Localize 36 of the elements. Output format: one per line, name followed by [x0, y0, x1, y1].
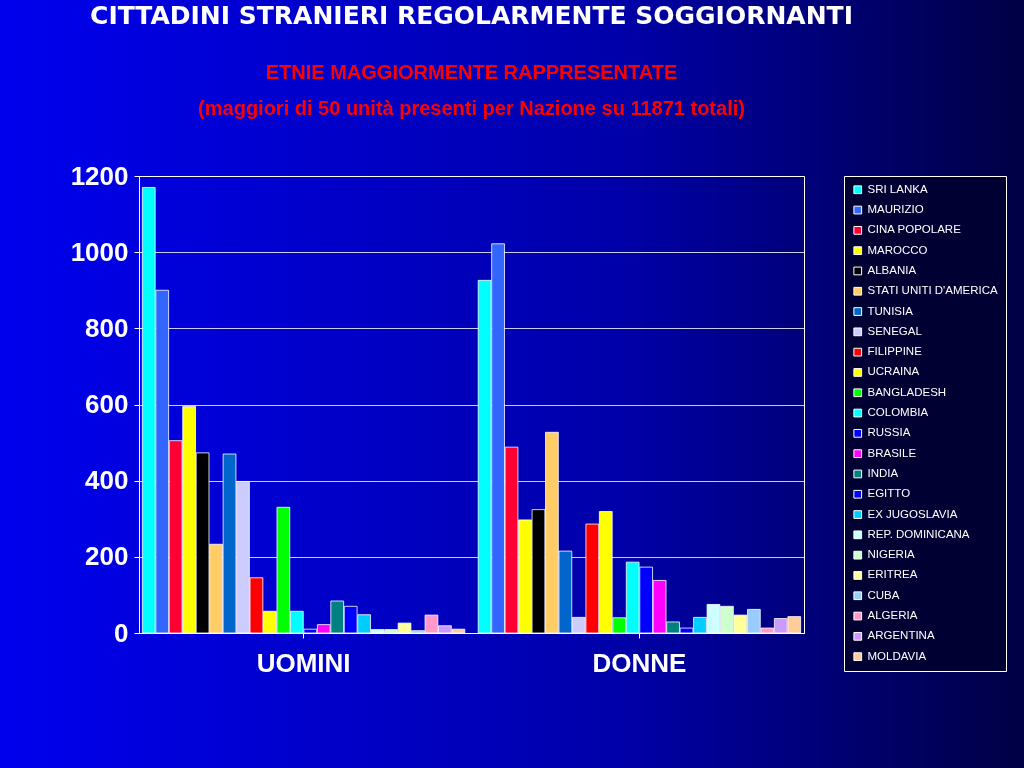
legend-label: BANGLADESH	[867, 385, 947, 398]
y-tick-label: 1000	[70, 236, 129, 267]
legend-label: SENEGAL	[867, 324, 923, 337]
legend-label: EGITTO	[867, 487, 911, 500]
y-tick-label: 600	[85, 389, 129, 419]
legend-label: MAROCCO	[867, 243, 928, 256]
legend-label: CUBA	[867, 588, 900, 601]
legend-label: NIGERIA	[867, 548, 916, 561]
chart-title: CITTADINI STRANIERI REGOLARMENTE SOGGIORNANTI	[90, 1, 853, 30]
chart-subtitle: ETNIE MAGGIORMENTE RAPPRESENTATE	[265, 61, 678, 83]
legend-label: ARGENTINA	[867, 629, 935, 642]
x-tick-label: UOMINI	[256, 647, 351, 678]
y-tick-label: 0	[114, 617, 129, 648]
legend-label: SRI LANKA	[867, 182, 928, 195]
legend-label: FILIPPINE	[867, 345, 923, 358]
legend-label: BRASILE	[867, 446, 917, 459]
y-tick-label: 400	[85, 465, 129, 496]
legend-label: MAURIZIO	[867, 203, 924, 216]
legend-label: UCRAINA	[867, 365, 920, 378]
legend-label: MOLDAVIA	[867, 649, 927, 662]
y-tick-label: 1200	[70, 160, 129, 191]
legend-label: STATI UNITI D'AMERICA	[867, 284, 999, 297]
legend-label: COLOMBIA	[867, 406, 929, 419]
legend-label: REP. DOMINICANA	[867, 527, 970, 540]
legend-label: TUNISIA	[867, 304, 914, 317]
legend-label: EX JUGOSLAVIA	[867, 507, 958, 520]
x-tick-label: DONNE	[592, 647, 687, 678]
legend-label: CINA POPOLARE	[867, 223, 962, 236]
legend-label: RUSSIA	[867, 426, 911, 439]
legend-label: INDIA	[867, 466, 899, 479]
legend-label: ALGERIA	[867, 609, 918, 622]
y-tick-label: 200	[85, 541, 129, 572]
y-tick-label: 800	[85, 312, 129, 343]
legend-label: ERITREA	[867, 568, 918, 581]
text: (maggiori di 50 unità presenti per Nazione su 11871 totali)	[198, 97, 745, 119]
legend-label: ALBANIA	[867, 263, 917, 276]
